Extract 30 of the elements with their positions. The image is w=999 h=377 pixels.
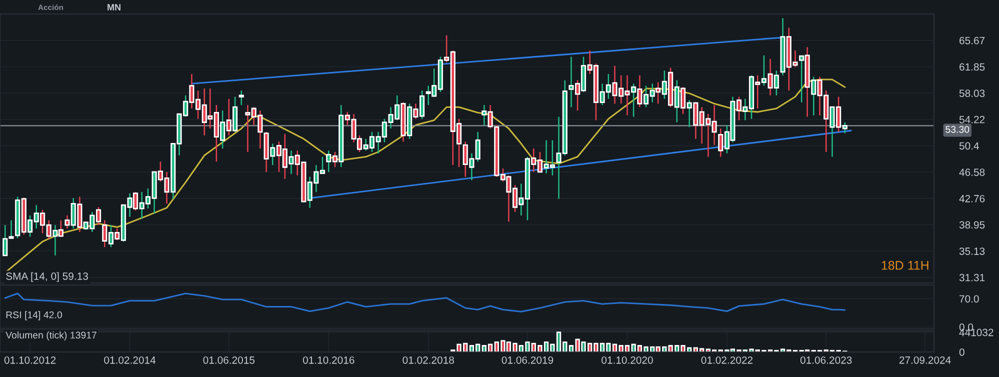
annotation: SMA [14, 0] 59.13 [6,272,88,282]
y-tick-label: 58.03 [959,90,985,97]
y-tick-label: 46.58 [959,168,985,176]
x-tick-label: 01.02.2022 [701,356,753,364]
y-tick-label: 65.67 [960,36,985,44]
annotation: RSI [14] 42.0 [6,311,62,320]
x-tick-label: 01.10.2016 [302,356,354,364]
y-tick-label: 70.0 [960,295,979,303]
y-tick-label: 42.76 [959,194,985,202]
x-tick-label: 01.06.2015 [203,356,255,364]
y-tick-label: 35.13 [959,248,985,255]
y-tick-label: 0 [959,348,964,356]
x-tick-label: 01.10.2020 [602,356,653,364]
ref-line-label: 53.30 [946,126,970,133]
text: MN [108,4,120,10]
annotation: 18D 11H [882,260,928,270]
x-tick-label: 01.02.2018 [402,356,454,364]
y-tick-label: 61.85 [960,63,985,71]
y-tick-label: 441032 [959,328,994,336]
y-tick-label: 54.22 [959,116,985,124]
y-tick-label: 31.31 [959,274,985,282]
x-tick-label: 01.06.2019 [502,356,554,364]
x-tick-label: 01.06.2023 [800,356,852,364]
x-tick-label: 27.09.2024 [899,356,951,364]
y-tick-label: 50.4 [959,142,979,150]
x-tick-label: 01.02.2014 [104,356,156,364]
x-tick-label: 01.10.2012 [4,356,56,364]
y-tick-label: 0.0 [959,323,974,331]
y-tick-label: 38.95 [959,221,985,229]
annotation: Volumen (tick) 13917 [6,331,96,340]
